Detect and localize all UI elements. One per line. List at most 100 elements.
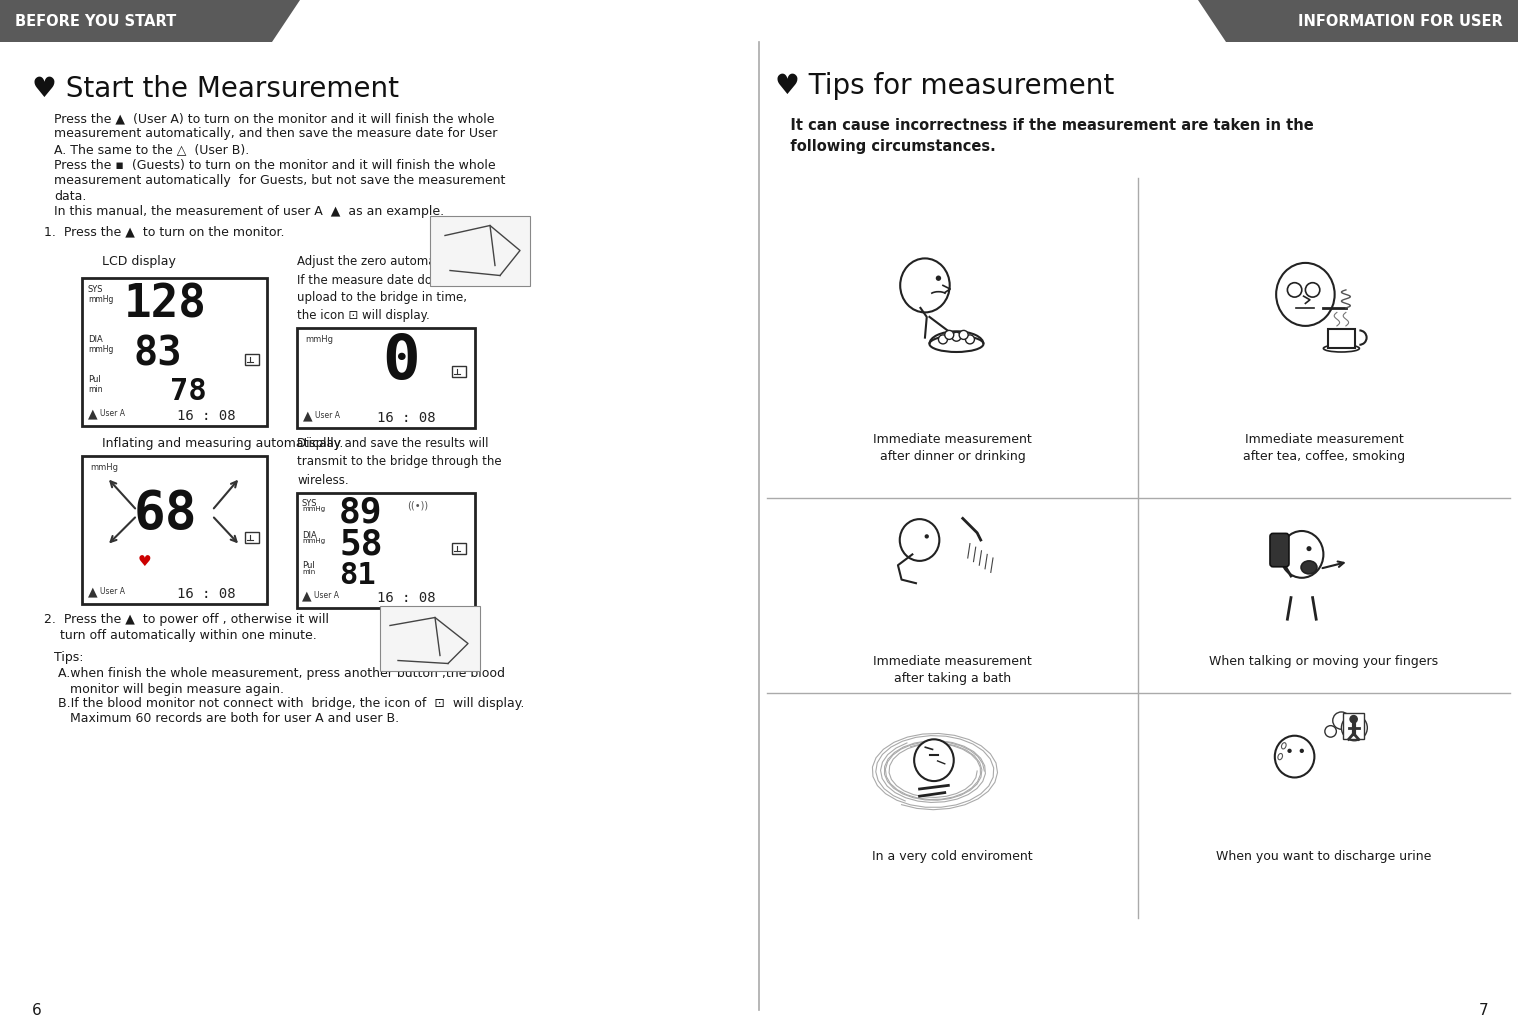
Text: ♥ Start the Mearsurement: ♥ Start the Mearsurement: [32, 75, 399, 103]
Bar: [430, 216, 530, 286]
Text: LCD display: LCD display: [102, 256, 176, 268]
Text: measurement automatically  for Guests, but not save the measurement: measurement automatically for Guests, bu…: [55, 174, 505, 187]
Text: measurement automatically, and then save the measure date for User: measurement automatically, and then save…: [55, 127, 498, 141]
Ellipse shape: [1324, 344, 1360, 352]
Text: Display and save the results will
transmit to the bridge through the
wireless.: Display and save the results will transm…: [298, 438, 501, 486]
Text: Maximum 60 records are both for user A and user B.: Maximum 60 records are both for user A a…: [55, 712, 399, 726]
Text: ♥ Tips for measurement: ♥ Tips for measurement: [776, 72, 1114, 100]
Ellipse shape: [1277, 263, 1334, 326]
Text: In a very cold enviroment: In a very cold enviroment: [873, 850, 1032, 864]
Ellipse shape: [1278, 754, 1283, 760]
Bar: [298, 492, 475, 608]
Ellipse shape: [914, 739, 953, 781]
FancyBboxPatch shape: [1271, 534, 1289, 566]
Text: 2.  Press the ▲  to power off , otherwise it will: 2. Press the ▲ to power off , otherwise …: [44, 614, 329, 626]
Ellipse shape: [1301, 561, 1318, 574]
Circle shape: [1307, 546, 1312, 551]
Bar: [380, 605, 480, 670]
Text: B.If the blood monitor not connect with  bridge, the icon of  ⊡  will display.: B.If the blood monitor not connect with …: [55, 698, 524, 710]
Text: When talking or moving your fingers: When talking or moving your fingers: [1210, 655, 1439, 668]
Text: Inflating and measuring automatically.: Inflating and measuring automatically.: [102, 438, 343, 450]
Text: monitor will begin measure again.: monitor will begin measure again.: [55, 683, 284, 696]
Text: Immediate measurement
after dinner or drinking: Immediate measurement after dinner or dr…: [873, 433, 1032, 463]
Text: data.: data.: [55, 189, 87, 203]
Text: User A: User A: [100, 587, 124, 596]
Text: turn off automatically within one minute.: turn off automatically within one minute…: [44, 629, 317, 642]
Text: A. The same to the △  (User B).: A. The same to the △ (User B).: [55, 143, 249, 156]
Text: 83: 83: [134, 334, 182, 373]
Text: Immediate measurement
after taking a bath: Immediate measurement after taking a bat…: [873, 655, 1032, 685]
Bar: [298, 328, 475, 428]
Bar: [244, 531, 260, 543]
Text: 128: 128: [124, 283, 206, 328]
Text: min: min: [88, 384, 103, 394]
Polygon shape: [0, 0, 301, 42]
Text: mmHg: mmHg: [88, 344, 114, 354]
Circle shape: [924, 535, 929, 539]
Ellipse shape: [900, 258, 950, 313]
Bar: [1328, 329, 1356, 348]
Text: 78: 78: [170, 377, 206, 406]
Ellipse shape: [1280, 531, 1324, 578]
Text: mmHg: mmHg: [305, 335, 332, 344]
Text: 16 : 08: 16 : 08: [178, 587, 235, 600]
Circle shape: [935, 276, 941, 281]
Text: A.when finish the whole measurement, press another button ,the blood: A.when finish the whole measurement, pre…: [55, 667, 505, 681]
Circle shape: [1299, 748, 1304, 752]
Text: SYS: SYS: [88, 286, 103, 294]
Circle shape: [1333, 712, 1350, 729]
Ellipse shape: [1275, 736, 1315, 777]
Text: 0: 0: [383, 332, 419, 393]
Polygon shape: [1198, 0, 1518, 42]
Circle shape: [1342, 714, 1368, 741]
Bar: [1343, 713, 1365, 739]
Text: DIA: DIA: [302, 530, 317, 540]
Text: SYS: SYS: [302, 499, 317, 508]
Text: DIA: DIA: [88, 335, 103, 344]
Text: Press the ▲  (User A) to turn on the monitor and it will finish the whole: Press the ▲ (User A) to turn on the moni…: [55, 112, 495, 125]
Circle shape: [944, 330, 953, 339]
Text: 81: 81: [339, 560, 376, 589]
Circle shape: [1287, 283, 1302, 297]
Text: User A: User A: [314, 591, 339, 600]
Bar: [82, 455, 267, 603]
Text: Adjust the zero automatically.
If the measure date don’t
upload to the bridge in: Adjust the zero automatically. If the me…: [298, 256, 474, 323]
Text: Immediate measurement
after tea, coffee, smoking: Immediate measurement after tea, coffee,…: [1243, 433, 1406, 463]
Circle shape: [1325, 726, 1336, 737]
Circle shape: [1350, 714, 1359, 724]
Ellipse shape: [929, 336, 984, 352]
Text: In this manual, the measurement of user A  ▲  as an example.: In this manual, the measurement of user …: [55, 205, 445, 218]
Text: INFORMATION FOR USER: INFORMATION FOR USER: [1298, 13, 1503, 29]
Text: 6: 6: [32, 1003, 43, 1018]
Bar: [244, 354, 260, 365]
Bar: [82, 278, 267, 426]
Text: ▲: ▲: [88, 407, 97, 420]
Text: ▲: ▲: [88, 586, 97, 598]
Text: BEFORE YOU START: BEFORE YOU START: [15, 13, 176, 29]
Circle shape: [959, 330, 968, 339]
Text: mmHg: mmHg: [88, 294, 114, 303]
Text: 1.  Press the ▲  to turn on the monitor.: 1. Press the ▲ to turn on the monitor.: [44, 225, 284, 238]
Text: 58: 58: [339, 527, 383, 561]
Circle shape: [938, 335, 947, 344]
Text: ▲: ▲: [302, 589, 311, 602]
Text: Tips:: Tips:: [55, 652, 83, 664]
Bar: [452, 366, 466, 376]
Text: Press the ▪  (Guests) to turn on the monitor and it will finish the whole: Press the ▪ (Guests) to turn on the moni…: [55, 158, 495, 172]
Circle shape: [1305, 283, 1319, 297]
Ellipse shape: [900, 519, 940, 561]
Text: 16 : 08: 16 : 08: [376, 590, 436, 604]
Text: 89: 89: [339, 495, 383, 529]
Text: Pul: Pul: [302, 560, 314, 570]
Circle shape: [952, 332, 961, 341]
Text: It can cause incorrectness if the measurement are taken in the
   following circ: It can cause incorrectness if the measur…: [776, 118, 1313, 154]
Bar: [452, 543, 466, 553]
Text: 68: 68: [134, 487, 197, 540]
Text: 16 : 08: 16 : 08: [376, 410, 436, 425]
Text: User A: User A: [100, 409, 124, 418]
Text: ▲: ▲: [304, 409, 313, 423]
Text: 7: 7: [1479, 1003, 1488, 1018]
Text: ((•)): ((•)): [407, 501, 428, 511]
Text: ♥: ♥: [138, 553, 152, 568]
Text: mmHg: mmHg: [90, 464, 118, 473]
